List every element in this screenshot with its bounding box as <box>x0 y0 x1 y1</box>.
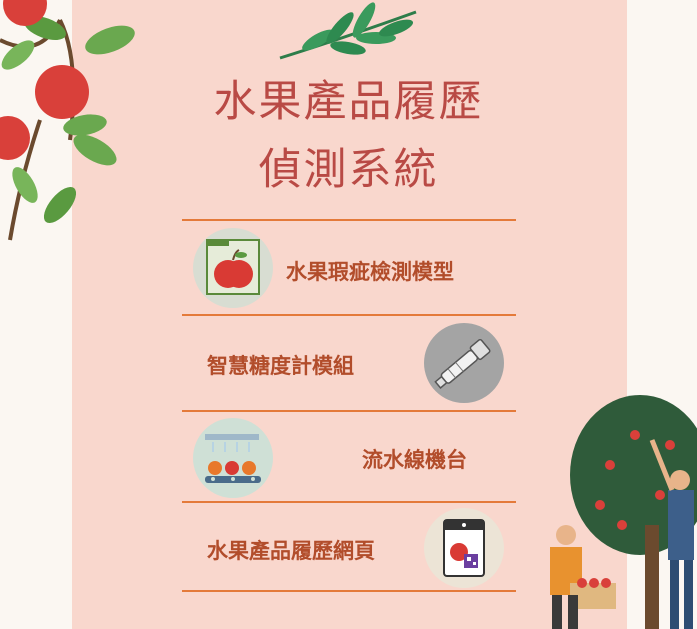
menu-item-brix-meter-module[interactable]: 智慧糖度計模組 <box>207 354 354 378</box>
divider <box>182 314 516 316</box>
page-title-line2: 偵測系統 <box>258 145 439 195</box>
orchard-workers-illustration <box>550 395 697 629</box>
refractometer-icon <box>424 323 504 403</box>
apple-branch-illustration <box>0 0 135 241</box>
menu-item-production-line[interactable]: 流水線機台 <box>362 448 467 472</box>
divider <box>182 501 516 503</box>
menu-item-traceability-webpage[interactable]: 水果產品履歷網頁 <box>207 539 375 563</box>
divider <box>182 590 516 592</box>
page-title-line1: 水果產品履歷 <box>213 77 484 127</box>
divider <box>182 410 516 412</box>
apple-detection-icon <box>193 228 273 308</box>
menu-item-fruit-defect-model[interactable]: 水果瑕疵檢測模型 <box>286 260 454 284</box>
divider <box>182 219 516 221</box>
qr-label-icon <box>424 508 504 588</box>
leaf-sprig-icon <box>279 2 417 60</box>
conveyor-line-icon <box>193 418 273 498</box>
